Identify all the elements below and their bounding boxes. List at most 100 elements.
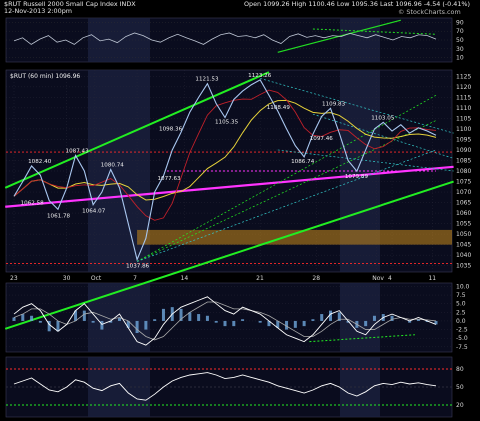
macd-histogram-bar — [311, 319, 315, 321]
price-annotation: 1098.36 — [159, 126, 183, 132]
moving-average-short — [13, 89, 437, 221]
macd-histogram-bar — [329, 310, 332, 321]
macd-histogram-bar — [425, 320, 429, 322]
macd-histogram-bar — [364, 320, 368, 327]
top-trendline-dashed — [312, 28, 437, 35]
macd-tick-label: 2.5 — [456, 309, 466, 316]
rsi-tick-label: 50 — [456, 384, 464, 391]
fan-line-2 — [260, 78, 454, 134]
macd-histogram-bar — [82, 310, 86, 321]
moving-average-long — [13, 99, 437, 201]
macd-histogram-bar — [416, 319, 420, 321]
macd-tick-label: 7.5 — [456, 292, 466, 299]
macd-histogram-bar — [337, 312, 341, 321]
axis-ticks: 90 70 50 30 10 1035 1040 1045 1050 1055 1060 1065 10… — [10, 19, 471, 409]
open-value: 1099.26 — [263, 0, 290, 8]
green-channel-upper — [4, 71, 270, 189]
price-annotation: 1121.53 — [195, 77, 219, 83]
top-tick-label: 70 — [456, 28, 464, 35]
rsi-tick-label: 80 — [456, 366, 464, 373]
macd-histogram-bar — [161, 308, 165, 321]
high-value: 1100.46 — [308, 0, 335, 8]
macd-histogram-bar — [302, 320, 306, 327]
top-tick-label: 30 — [456, 46, 464, 53]
price-annotation: 1087.43 — [66, 148, 90, 154]
x-tick-label: 23 — [10, 275, 18, 282]
support-zone — [137, 229, 453, 245]
macd-histogram-bar — [232, 320, 236, 327]
trend-overlays — [4, 19, 454, 343]
price-tick-label: 1040 — [456, 252, 471, 259]
macd-histogram-bar — [135, 320, 139, 334]
ohlc-line: Open 1099.26 High 1100.46 Low 1095.36 La… — [244, 1, 470, 8]
top-indicator-line — [13, 32, 437, 45]
price-line — [13, 79, 437, 262]
price-annotation: 1061.78 — [47, 213, 71, 219]
x-tick-label: 4 — [388, 275, 392, 282]
green-channel-lower — [4, 180, 454, 330]
fan-line-0 — [136, 94, 437, 262]
fan-line-5 — [277, 149, 454, 172]
macd-histogram-bar — [197, 314, 201, 321]
last-label: Last — [379, 0, 394, 8]
price-tick-label: 1105 — [456, 115, 471, 122]
x-tick-label: 28 — [312, 275, 320, 282]
macd-tick-label: -5.0 — [456, 335, 468, 342]
date-line: 12-Nov-2013 2:00pm — [4, 7, 72, 15]
price-annotation: 1079.89 — [345, 174, 369, 180]
price-annotation: 1064.07 — [82, 209, 106, 215]
price-annotation: 1086.74 — [291, 159, 315, 165]
x-tick-label: 30 — [63, 275, 71, 282]
macd-histogram-bar — [126, 320, 130, 328]
macd-tick-label: 10.0 — [456, 283, 470, 290]
price-annotation: 1037.86 — [126, 264, 150, 270]
macd-histogram-bar — [276, 320, 280, 328]
price-annotation: 1097.46 — [310, 136, 334, 142]
price-tick-label: 1100 — [456, 126, 471, 133]
macd-histogram-bar — [153, 319, 157, 321]
macd-histogram-bar — [320, 314, 324, 321]
price-tick-label: 1055 — [456, 221, 471, 228]
price-annotation: 1108.49 — [267, 105, 291, 111]
rsi-line — [13, 372, 437, 401]
macd-tick-label: 0.0 — [456, 318, 466, 325]
macd-histogram-bar — [390, 315, 394, 321]
macd-trendline — [309, 334, 415, 343]
x-tick-label: 11 — [428, 275, 436, 282]
price-tick-label: 1050 — [456, 231, 471, 238]
top-tick-label: 10 — [456, 55, 464, 62]
price-tick-label: 1060 — [456, 210, 471, 217]
high-label: High — [291, 0, 307, 8]
macd-histogram-bar — [434, 320, 438, 325]
low-value: 1095.36 — [351, 0, 378, 8]
last-value: 1096.96 — [395, 0, 422, 8]
price-annotation: 1109.83 — [322, 101, 346, 107]
price-tick-label: 1080 — [456, 168, 471, 175]
magenta-support-line — [5, 165, 454, 208]
price-tick-label: 1110 — [456, 105, 471, 112]
macd-histogram-bar — [188, 312, 192, 321]
data-series — [12, 32, 438, 401]
macd-histogram-bar — [293, 320, 297, 328]
price-tick-label: 1125 — [456, 73, 471, 80]
macd-histogram-bar — [258, 320, 262, 323]
macd-line — [13, 296, 437, 346]
price-tick-label: 1065 — [456, 200, 471, 207]
macd-histogram-bar — [346, 320, 350, 323]
open-label: Open — [244, 0, 262, 8]
price-annotation: 1062.58 — [21, 200, 45, 206]
price-tick-label: 1095 — [456, 136, 471, 143]
fan-line-3 — [312, 113, 454, 159]
price-tick-label: 1070 — [456, 189, 471, 196]
price-tick-label: 1075 — [456, 179, 471, 186]
macd-histogram-bar — [74, 310, 78, 321]
price-annotation: 1080.74 — [101, 163, 125, 169]
panel-bg-rsi — [5, 356, 453, 418]
low-label: Low — [336, 0, 350, 8]
x-tick-label: Nov — [372, 275, 384, 282]
shade-band-top-0 — [88, 18, 150, 62]
macd-histogram-bar — [241, 319, 245, 321]
rsi-tick-label: 20 — [456, 402, 464, 409]
price-tick-label: 1085 — [456, 157, 471, 164]
